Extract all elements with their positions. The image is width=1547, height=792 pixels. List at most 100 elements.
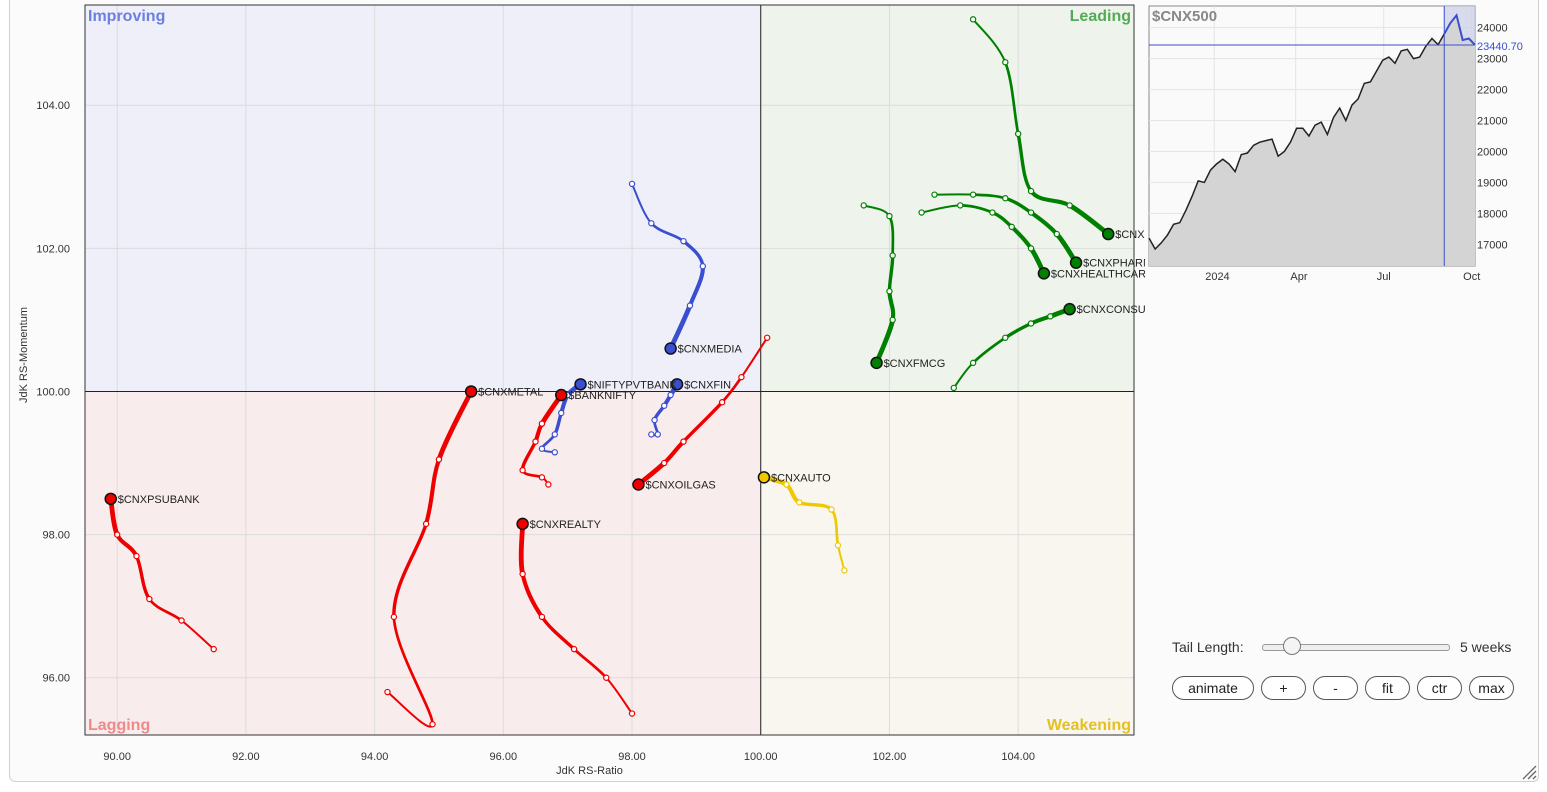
rrg-chart[interactable]: Improving Leading Lagging Weakening 90.00 92.… (0, 0, 1145, 790)
tail-point (654, 431, 661, 438)
mini-y-tick-label: 18000 (1477, 208, 1508, 220)
tail-segment (540, 615, 576, 651)
quadrant-label-leading: Leading (1070, 8, 1131, 25)
series-banknifty: $BANKNIFTY (519, 388, 637, 488)
tail-point (551, 431, 558, 438)
tail-point (146, 595, 153, 603)
head-point (464, 385, 478, 398)
tail-segment (134, 554, 152, 601)
mini-line-highlight (1443, 13, 1476, 46)
series-cnxauto: $CNXAUTO (757, 471, 848, 574)
series-label: $CNXHEALTHCARE (1051, 268, 1145, 280)
head-point (516, 517, 529, 531)
tail-point (519, 570, 526, 578)
tail-segment (392, 522, 428, 619)
plot-border (84, 4, 1135, 736)
x-tick-label: 104.00 (1001, 751, 1035, 763)
series-cnxfin: $CNXFIN (648, 378, 731, 438)
tail-point (686, 302, 694, 309)
tail-point (628, 710, 636, 717)
tail-point (661, 459, 668, 467)
x-tick-label: 90.00 (103, 751, 131, 763)
y-tick-label: 100.00 (36, 386, 70, 398)
zoom-in-button[interactable]: + (1261, 676, 1306, 700)
tail-point (210, 645, 217, 653)
tail-length-label: Tail Length: (1172, 639, 1244, 655)
x-tick-label: 98.00 (618, 751, 646, 763)
tail-point (648, 220, 655, 227)
head-point (670, 378, 684, 391)
series-cnxpsubank: $CNXPSUBANK (104, 492, 217, 653)
tail-point (390, 613, 398, 621)
series-cnxrealty: $CNXREALTY (516, 517, 636, 717)
series-label: $CNXCONSUMERDURABLES (1077, 304, 1145, 316)
tail-point (538, 420, 546, 427)
series-cnxmetal: $CNXMETAL (384, 385, 543, 728)
mini-y-tick-label: 23000 (1477, 54, 1508, 66)
head-point (574, 378, 587, 391)
y-tick-label: 96.00 (42, 673, 70, 685)
tail-point (738, 373, 745, 381)
tail-segment (520, 571, 544, 619)
tail-point (1066, 202, 1073, 209)
tail-segment (572, 647, 608, 680)
series-cnxmedia: $CNXMEDIA (628, 180, 742, 356)
quadrant-label-improving: Improving (88, 8, 165, 25)
zoom-out-button[interactable]: - (1313, 676, 1358, 700)
tail-point (384, 688, 391, 696)
tail-point (989, 209, 996, 216)
mini-x-tick-label: Apr (1290, 271, 1307, 283)
tail-point (667, 391, 674, 399)
tail-point (969, 359, 977, 367)
animate-button[interactable]: animate (1172, 676, 1254, 700)
mini-y-tick-label: 24000 (1477, 23, 1508, 35)
tail-length-slider-handle[interactable] (1282, 636, 1301, 655)
mini-x-tick-label: 2024 (1205, 271, 1229, 283)
tail-point (538, 474, 546, 481)
tail-point (1027, 320, 1035, 327)
x-tick-label: 102.00 (873, 751, 907, 763)
quadrant-label-weakening: Weakening (1047, 717, 1131, 734)
fit-button[interactable]: fit (1365, 676, 1410, 700)
tail-point (718, 399, 726, 406)
tail-point (558, 409, 565, 417)
tail-point (828, 506, 835, 513)
mini-line (1148, 33, 1445, 251)
series-label: $CNXMETAL (478, 386, 543, 398)
tail-point (969, 191, 977, 198)
head-point (870, 356, 883, 370)
tail-point (570, 645, 578, 653)
tail-point (133, 552, 140, 560)
tail-segment (1003, 60, 1020, 136)
controls-panel: Tail Length: 5 weeks animate + - fit ctr… (1172, 636, 1522, 700)
tail-point (931, 191, 938, 198)
center-button[interactable]: ctr (1417, 676, 1462, 700)
mini-x-tick-label: Jul (1377, 271, 1391, 283)
tail-point (889, 316, 896, 324)
mini-x-tick-label: Oct (1463, 271, 1480, 283)
max-button[interactable]: max (1469, 676, 1514, 700)
quadrant-lagging (85, 391, 761, 735)
tail-point (661, 402, 668, 409)
toolbar: animate + - fit ctr max (1172, 676, 1522, 700)
tail-point (1014, 130, 1022, 138)
tail-point (178, 617, 185, 624)
tail-segment (681, 400, 724, 444)
series-cnxfmcg: $CNXFMCG (860, 202, 946, 370)
tail-segment (424, 457, 442, 526)
tail-length-slider[interactable] (1262, 636, 1450, 655)
series-label: $CNXFMCG (884, 358, 946, 370)
x-tick-label: 94.00 (361, 751, 389, 763)
tail-point (1008, 223, 1015, 231)
series-cnxconsumerdurables: $CNXCONSUMERDURABLES (950, 302, 1145, 392)
resize-grip-icon[interactable] (1519, 762, 1537, 780)
tail-point (796, 499, 803, 506)
quadrant-leading (760, 5, 1134, 392)
tail-length-value: 5 weeks (1460, 639, 1512, 655)
y-tick-label: 98.00 (42, 530, 70, 542)
tail-point (519, 466, 526, 474)
tail-point (1027, 187, 1035, 195)
tail-point (957, 202, 964, 209)
mini-chart-title: $CNX500 (1152, 8, 1217, 25)
series-cnxpharma: $CNXPHARMA (931, 191, 1145, 270)
